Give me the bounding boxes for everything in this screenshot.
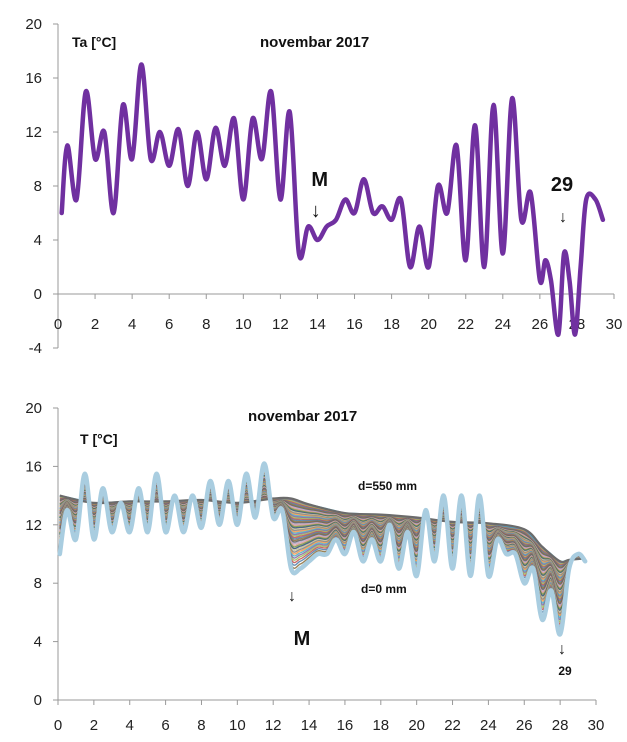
chart2-y-axis: 0 4 8 12 16 20 (25, 400, 59, 709)
chart2-x-tick-label: 12 (265, 717, 282, 734)
chart1-y-tick-label: 20 (25, 16, 42, 33)
chart2-y-tick-label: 16 (25, 458, 42, 475)
chart2-x-tick-label: 8 (197, 717, 205, 734)
chart1-y-tick-label: 8 (34, 178, 42, 195)
chart1-title: novembar 2017 (260, 34, 369, 51)
chart1-y-tick-label: 12 (25, 124, 42, 141)
chart1-y-tick-label: -4 (29, 340, 42, 357)
chart1-x-tick-label: 18 (383, 316, 400, 333)
chart1-y-axis: -4 0 4 8 12 16 20 (25, 16, 59, 357)
chart1-annotations: M ↓ 29 ↓ (311, 169, 573, 226)
chart1-series (59, 62, 606, 337)
chart2-x-axis: 0 2 4 6 8 10 12 14 16 18 20 22 24 26 28 30 (54, 699, 605, 734)
chart2-x-tick-label: 24 (480, 717, 497, 734)
chart1-arrow-m: ↓ (311, 200, 321, 222)
chart2-x-tick-label: 22 (444, 717, 461, 734)
chart1-x-axis: 0 2 4 6 8 10 12 14 16 18 20 22 24 26 28 30 (54, 293, 623, 333)
chart1-x-tick-label: 14 (309, 316, 326, 333)
chart2-y-tick-label: 4 (34, 634, 42, 651)
chart2-x-tick-label: 4 (126, 717, 134, 734)
chart1-x-tick-label: 2 (91, 316, 99, 333)
chart2-y-tick-label: 8 (34, 575, 42, 592)
chart2-annotation-d550: d=550 mm (358, 479, 417, 493)
chart1-annotation-29: 29 (551, 174, 573, 196)
chart2-x-tick-label: 2 (90, 717, 98, 734)
chart1-y-tick-label: 4 (34, 232, 42, 249)
chart2-annotation-d0: d=0 mm (361, 582, 407, 596)
chart2-x-tick-label: 0 (54, 717, 62, 734)
chart1-y-tick-label: 0 (34, 286, 42, 303)
chart1-x-tick-label: 6 (165, 316, 173, 333)
chart2-x-tick-label: 16 (337, 717, 354, 734)
chart1-x-tick-label: 10 (235, 316, 252, 333)
chart2-x-tick-label: 28 (552, 717, 569, 734)
chart1-y-tick-label: 16 (25, 70, 42, 87)
chart2-y-tick-label: 0 (34, 692, 42, 709)
chart1-x-tick-label: 0 (54, 316, 62, 333)
chart1-x-tick-label: 20 (420, 316, 437, 333)
chart2-annotation-29: 29 (558, 664, 572, 678)
chart2-x-tick-label: 30 (588, 717, 605, 734)
chart1-annotation-m: M (311, 169, 328, 191)
chart2-x-tick-label: 20 (408, 717, 425, 734)
chart1-x-tick-label: 24 (494, 316, 511, 333)
chart2-arrow-29: ↓ (558, 641, 566, 658)
chart2-annotations: d=550 mm d=0 mm ↓ M ↓ 29 (288, 479, 572, 678)
chart2-y-tick-label: 20 (25, 400, 42, 417)
chart2-x-tick-label: 6 (161, 717, 169, 734)
chart1-temperature-line (59, 62, 606, 337)
chart2-series-d550 (59, 494, 586, 564)
chart2-series (57, 461, 588, 637)
chart2-x-tick-label: 18 (372, 717, 389, 734)
chart1-x-tick-label: 30 (606, 316, 623, 333)
chart1-x-tick-label: 4 (128, 316, 136, 333)
chart2-x-tick-label: 10 (229, 717, 246, 734)
chart1-y-axis-label: Ta [°C] (72, 34, 116, 50)
chart1-x-tick-label: 8 (202, 316, 210, 333)
chart2-arrow-m: ↓ (288, 588, 296, 605)
chart2-y-tick-label: 12 (25, 517, 42, 534)
chart2-series-d0 (57, 461, 588, 637)
chart2-x-tick-label: 26 (516, 717, 533, 734)
chart1-x-tick-label: 12 (272, 316, 289, 333)
chart2-x-tick-label: 14 (301, 717, 318, 734)
chart1-arrow-29: ↓ (559, 209, 567, 226)
chart2-y-axis-label: T [°C] (80, 431, 117, 447)
chart1-x-tick-label: 16 (346, 316, 363, 333)
chart1-x-tick-label: 26 (532, 316, 549, 333)
chart1-x-tick-label: 22 (457, 316, 474, 333)
chart2-annotation-m: M (294, 628, 311, 650)
chart2-title: novembar 2017 (248, 408, 357, 425)
